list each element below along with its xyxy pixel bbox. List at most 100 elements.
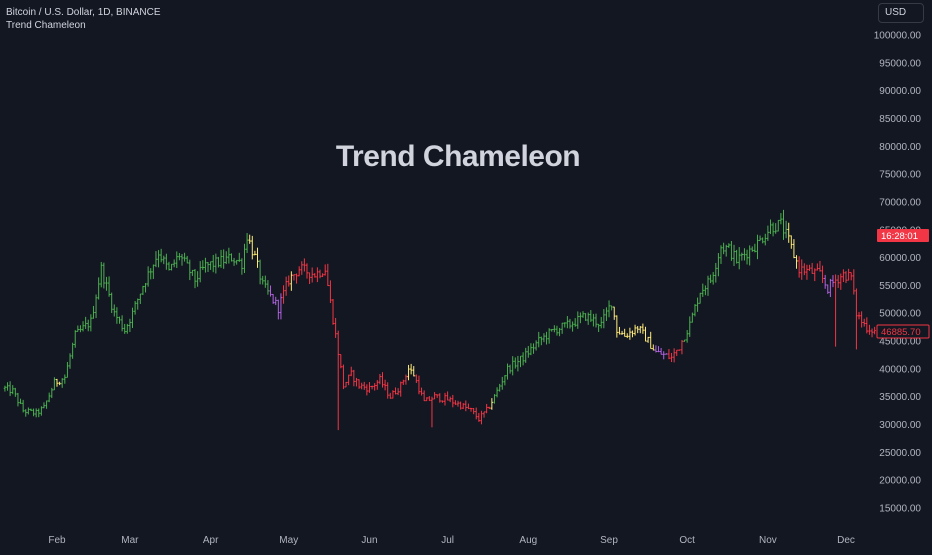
- ohlc-bar: [365, 384, 369, 396]
- ohlc-bar: [339, 354, 343, 369]
- x-tick-label: Aug: [519, 535, 537, 546]
- x-tick-label: Oct: [679, 535, 695, 546]
- ohlc-bar: [402, 379, 405, 385]
- ohlc-bar: [495, 387, 499, 398]
- ohlc-bar: [376, 380, 379, 390]
- ohlc-bar: [542, 333, 546, 343]
- ohlc-bar: [256, 247, 259, 268]
- ohlc-bar: [774, 223, 777, 234]
- ohlc-bar: [839, 273, 842, 290]
- ohlc-bar: [420, 387, 423, 396]
- ohlc-bar: [769, 219, 772, 234]
- ohlc-bar: [852, 269, 856, 295]
- ohlc-bar: [628, 327, 632, 340]
- y-tick-label: 30000.00: [879, 420, 921, 431]
- y-tick-label: 45000.00: [879, 337, 921, 348]
- ohlc-bar: [399, 381, 402, 397]
- ohlc-bar: [14, 387, 17, 397]
- ohlc-bar: [58, 381, 61, 386]
- ohlc-bar: [777, 219, 780, 232]
- ohlc-bar: [24, 409, 27, 417]
- ohlc-bar: [850, 272, 853, 281]
- ohlc-bar: [144, 283, 147, 293]
- ohlc-bar: [631, 330, 634, 338]
- ohlc-bar: [490, 398, 494, 410]
- ohlc-bar: [706, 275, 710, 296]
- ohlc-bar: [157, 250, 160, 268]
- ohlc-bar: [626, 333, 629, 339]
- ohlc-bar: [389, 392, 392, 399]
- ohlc-bar: [120, 315, 124, 332]
- ohlc-bar: [53, 377, 56, 391]
- ohlc-bar: [370, 385, 374, 390]
- ohlc-bar: [113, 304, 116, 317]
- currency-button[interactable]: USD: [878, 3, 924, 23]
- ohlc-bar: [787, 222, 790, 243]
- ohlc-bar: [6, 382, 9, 391]
- ohlc-bar: [316, 267, 319, 283]
- ohlc-bar: [698, 292, 702, 304]
- ohlc-bar: [508, 364, 512, 374]
- ohlc-bar: [118, 316, 121, 324]
- x-tick-label: Sep: [600, 535, 618, 546]
- ohlc-bar: [162, 255, 165, 265]
- ohlc-bar: [589, 310, 593, 322]
- ohlc-bar: [363, 381, 366, 390]
- ohlc-bar: [102, 262, 106, 289]
- ohlc-bar: [40, 406, 43, 416]
- ohlc-bar: [430, 396, 434, 428]
- y-tick-label: 55000.00: [879, 281, 921, 292]
- ohlc-bar: [735, 249, 738, 264]
- ohlc-bar: [412, 366, 415, 377]
- ohlc-bar: [170, 263, 173, 271]
- ohlc-bar: [870, 328, 874, 338]
- ohlc-bar: [790, 235, 793, 249]
- ohlc-bar: [264, 275, 267, 288]
- ohlc-bar: [383, 379, 387, 391]
- y-tick-label: 50000.00: [879, 309, 921, 320]
- ohlc-bar: [443, 392, 447, 406]
- ohlc-bar: [537, 331, 540, 348]
- x-tick-label: Nov: [759, 535, 777, 546]
- ohlc-bar: [836, 275, 840, 289]
- ohlc-bar: [115, 307, 119, 324]
- ohlc-bar: [678, 349, 681, 351]
- ohlc-bar: [571, 321, 574, 332]
- ohlc-bar: [131, 307, 134, 328]
- ohlc-bar: [826, 284, 829, 294]
- ohlc-bar: [516, 355, 520, 372]
- ohlc-bar: [482, 411, 486, 418]
- ohlc-bar: [803, 263, 806, 276]
- ohlc-bar: [831, 275, 835, 288]
- ohlc-bar: [8, 381, 12, 397]
- ohlc-bar: [547, 328, 551, 344]
- ohlc-bar: [636, 325, 639, 334]
- time-axis[interactable]: Feb Mar Apr May Jun Jul Aug Sep Oct Nov Dec: [48, 535, 855, 546]
- ohlc-bar: [688, 316, 691, 337]
- ohlc-bar: [279, 293, 283, 320]
- ohlc-bar: [409, 363, 413, 375]
- ohlc-bar: [258, 259, 262, 285]
- ohlc-bar: [842, 269, 845, 283]
- ohlc-bar: [670, 352, 673, 363]
- ohlc-bar: [248, 234, 251, 244]
- ohlc-bar: [209, 261, 212, 270]
- indicator-name[interactable]: Trend Chameleon: [6, 20, 86, 31]
- symbol-title[interactable]: Bitcoin / U.S. Dollar, 1D, BINANCE: [6, 7, 161, 18]
- ohlc-bar: [219, 249, 223, 268]
- ohlc-bar: [133, 300, 137, 315]
- ohlc-bar: [152, 264, 155, 279]
- ohlc-bar: [555, 325, 559, 336]
- ohlc-bar: [282, 285, 285, 304]
- overlay-title: Trend Chameleon: [335, 140, 581, 173]
- ohlc-bar: [92, 305, 95, 319]
- ohlc-bar: [748, 245, 751, 266]
- price-axis[interactable]: 15000.00 20000.00 25000.00 30000.00 35000.00…: [874, 31, 922, 515]
- ohlc-bar: [350, 366, 353, 377]
- ohlc-bar: [19, 398, 22, 404]
- ohlc-bar: [378, 373, 382, 385]
- ohlc-bar: [76, 325, 80, 332]
- ohlc-bar: [74, 330, 77, 348]
